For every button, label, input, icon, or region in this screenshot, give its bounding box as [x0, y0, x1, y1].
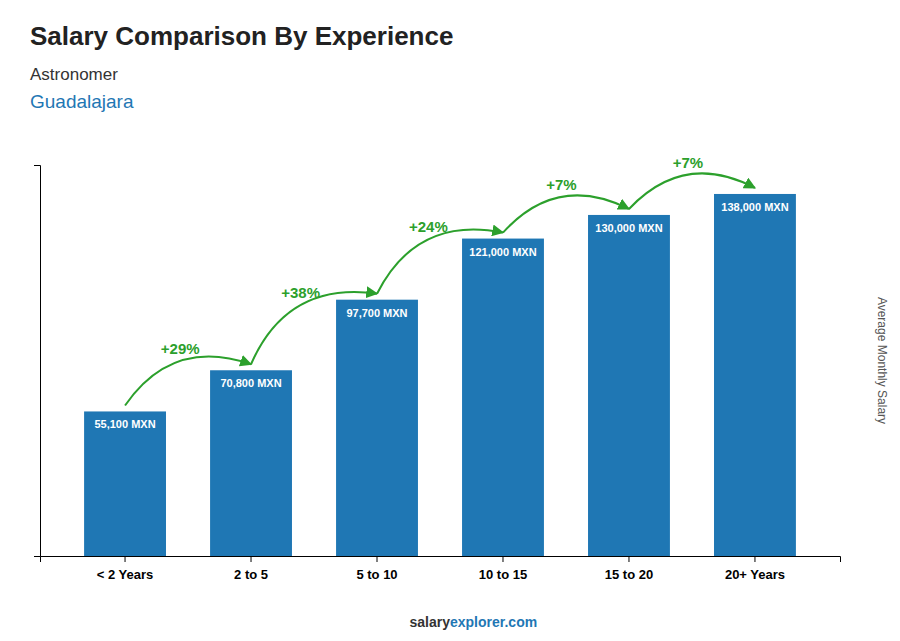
y-axis [34, 166, 41, 557]
x-tick: 10 to 15 [479, 556, 527, 582]
growth-arrow [251, 292, 377, 364]
x-axis: < 2 Years 2 to 5 5 to 10 10 to 15 15 to 20 20… [41, 556, 841, 582]
x-tick-mark [628, 556, 629, 562]
x-tick-label: 20+ Years [725, 567, 785, 582]
bar [84, 411, 166, 556]
bars [84, 194, 796, 556]
footer: salary [410, 614, 451, 630]
growth-arrow [503, 195, 629, 232]
growth-label: +7% [546, 176, 576, 193]
data-labels: 55,100 MXN 70,800 MXN 97,700 MXN 121,000 MX… [94, 201, 788, 430]
x-tick-mark [754, 556, 755, 562]
bar [714, 194, 796, 556]
chart-svg: Salary Comparison By Experience Astronome… [0, 0, 900, 641]
x-tick-mark [251, 556, 252, 562]
data-label: 70,800 MXN [220, 377, 281, 389]
annotations: +29% +38% +24% +7% +7% [125, 154, 755, 406]
x-axis-line [41, 557, 841, 563]
y-axis-title: Average Monthly Salary [875, 297, 889, 424]
growth-label: +24% [409, 218, 448, 235]
x-tick-label: < 2 Years [97, 567, 154, 582]
plot-area: < 2 Years 2 to 5 5 to 10 10 to 15 15 to 20 20… [34, 154, 841, 583]
data-label: 130,000 MXN [595, 222, 662, 234]
growth-label: +7% [673, 154, 703, 171]
x-tick: 15 to 20 [605, 556, 653, 582]
bar [336, 300, 418, 556]
x-tick-label: 5 to 10 [356, 567, 397, 582]
growth-arrow [377, 229, 503, 293]
bar [462, 239, 544, 556]
x-tick-label: 15 to 20 [605, 567, 653, 582]
subtitle: Guadalajara [30, 91, 134, 112]
x-tick: 5 to 10 [356, 556, 397, 582]
title: Salary Comparison By Experience [30, 21, 453, 51]
growth-arrow [125, 356, 251, 405]
y-axis-line [34, 166, 41, 557]
data-label: 121,000 MXN [469, 246, 536, 258]
data-label: 138,000 MXN [721, 201, 788, 213]
x-tick-mark [125, 556, 126, 562]
x-tick-mark [502, 556, 503, 562]
x-tick: 2 to 5 [234, 556, 268, 582]
growth-label: +38% [281, 284, 320, 301]
x-tick-label: 10 to 15 [479, 567, 527, 582]
bar [588, 215, 670, 556]
subtitle: Astronomer [30, 65, 118, 84]
x-tick: < 2 Years [97, 556, 154, 582]
x-tick-mark [377, 556, 378, 562]
bar [210, 370, 292, 556]
footer: explorer.com [450, 614, 537, 630]
data-label: 97,700 MXN [346, 307, 407, 319]
growth-arrow [629, 173, 755, 209]
growth-label: +29% [161, 340, 200, 357]
x-tick: 20+ Years [725, 556, 785, 582]
data-label: 55,100 MXN [94, 418, 155, 430]
x-tick-label: 2 to 5 [234, 567, 268, 582]
